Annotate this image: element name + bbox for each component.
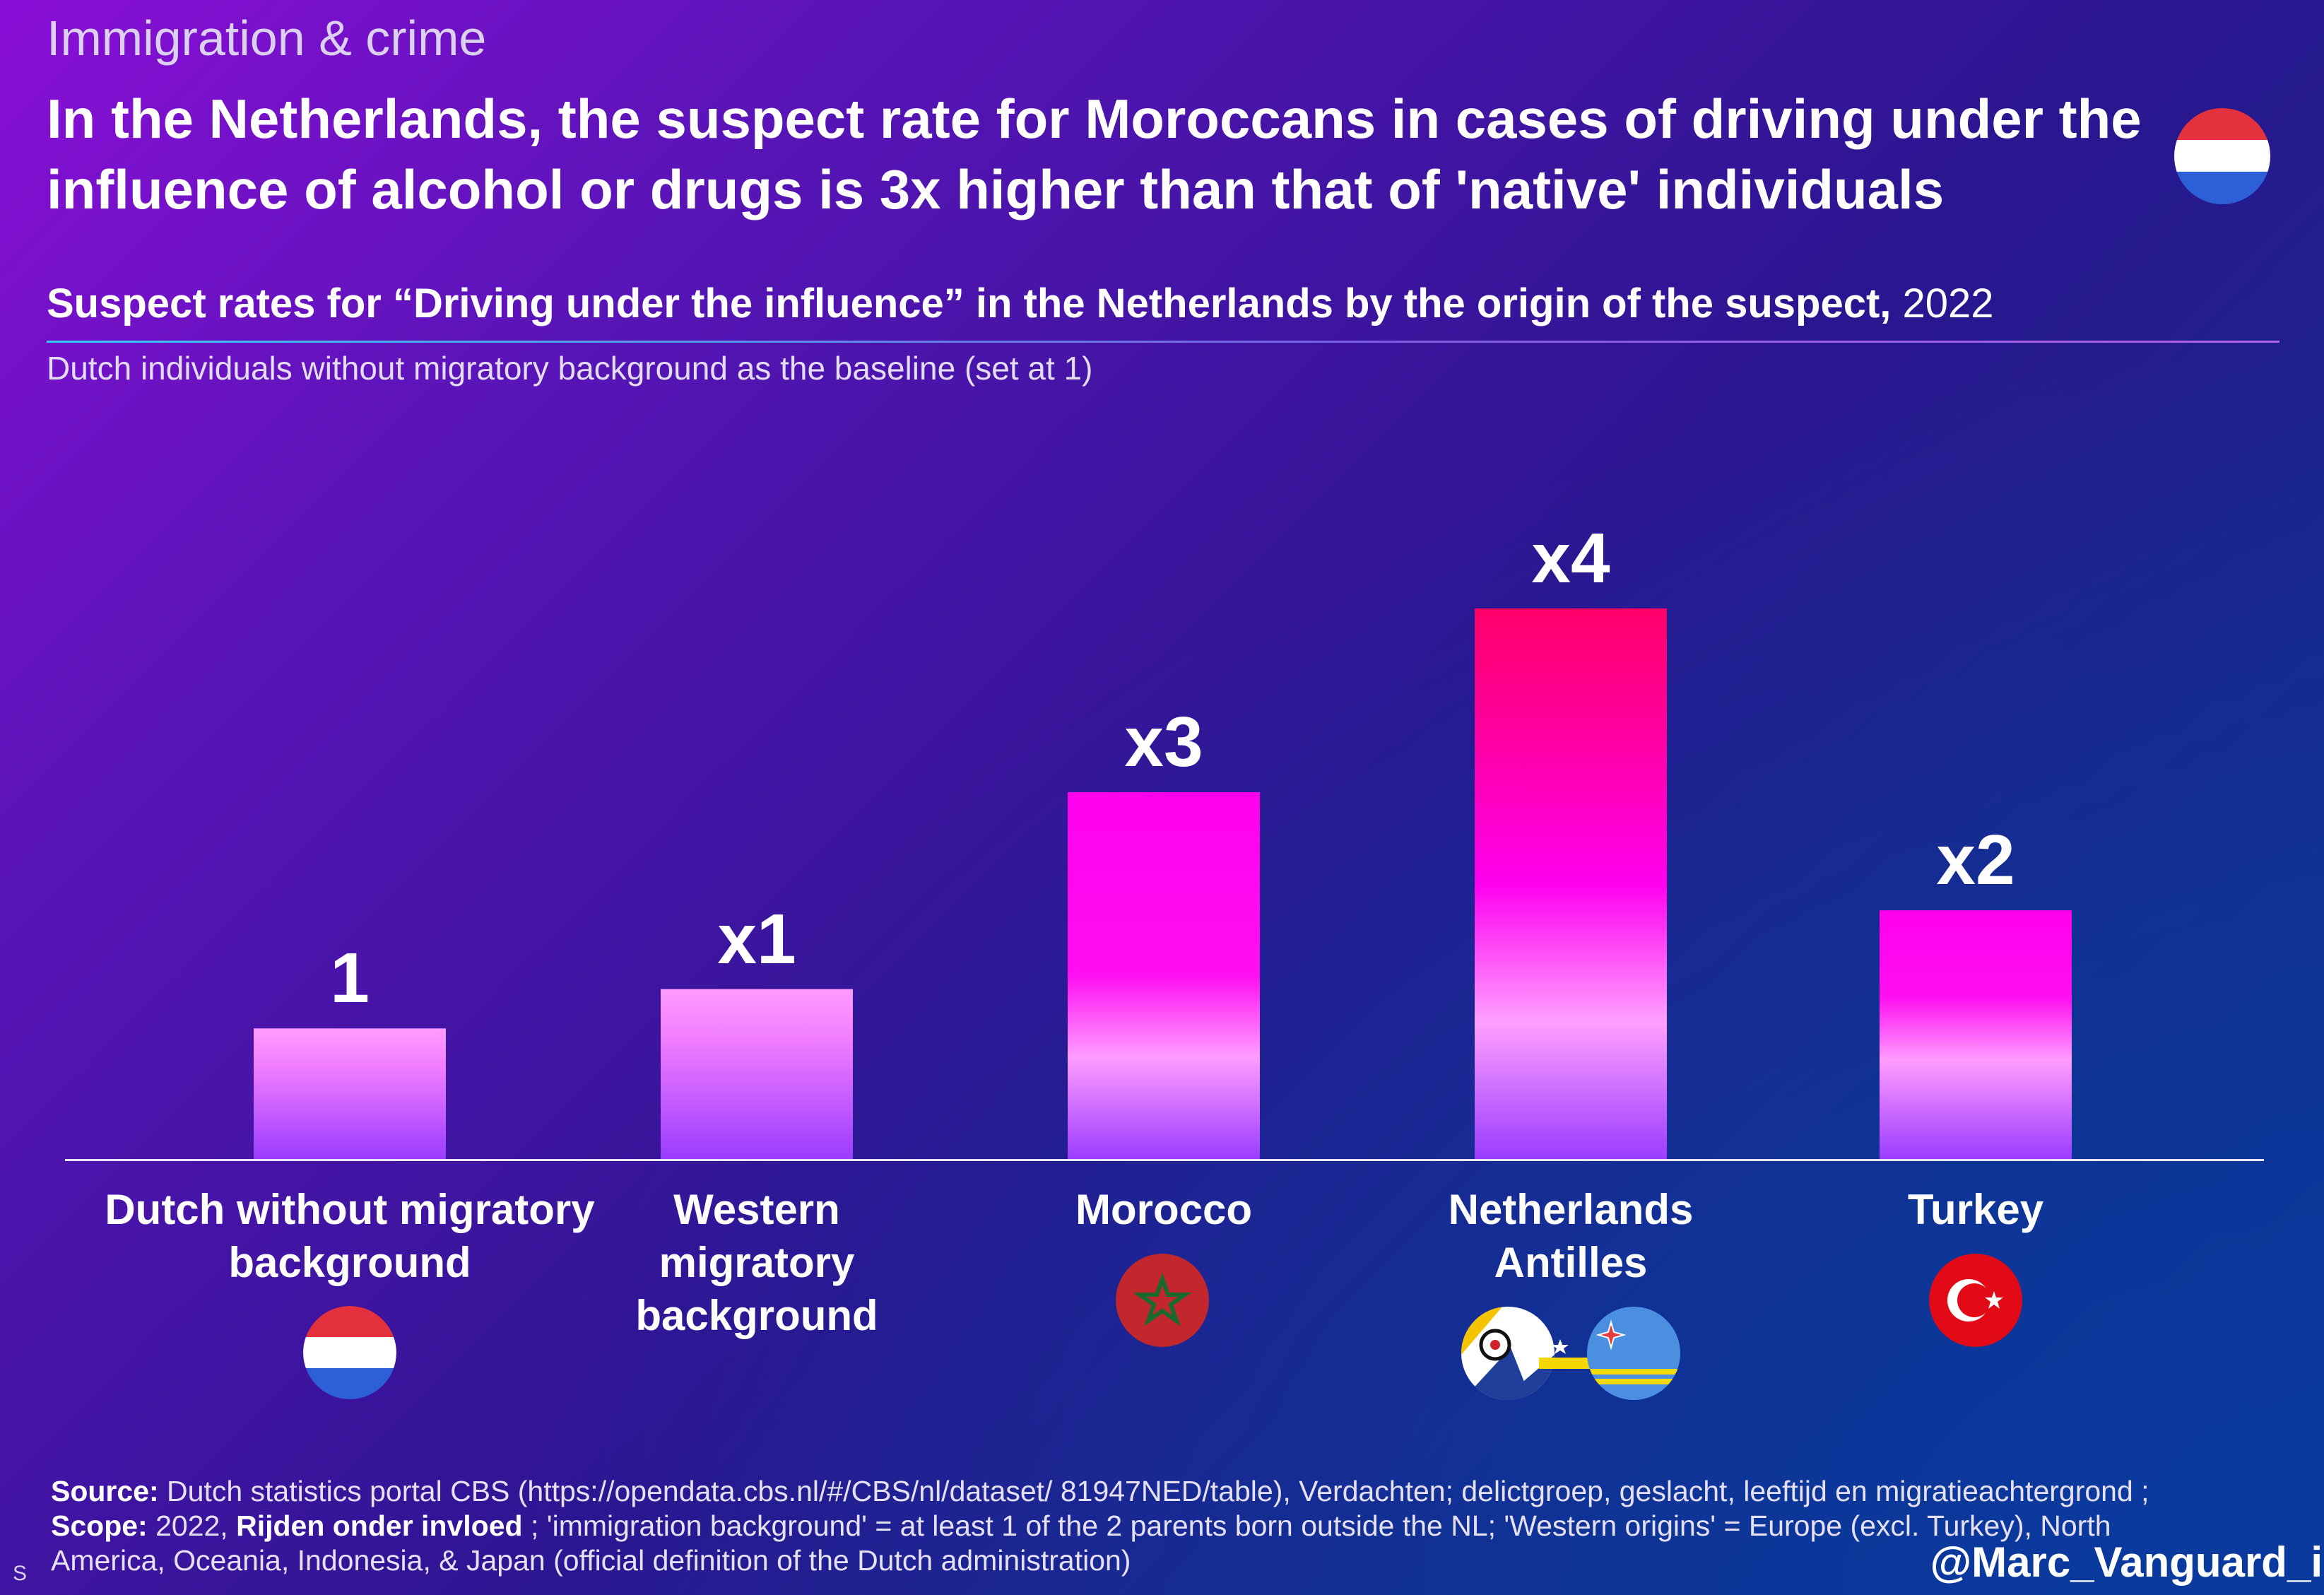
bar-0 bbox=[254, 1028, 446, 1160]
bar-1 bbox=[661, 989, 853, 1160]
netherlands-flag-icon bbox=[303, 1306, 396, 1399]
bonaire-curacao-aruba-flags-icon bbox=[1461, 1307, 1680, 1400]
scope-label: Scope: bbox=[51, 1509, 148, 1542]
bar-value-label: x4 bbox=[1531, 519, 1610, 598]
bar-3 bbox=[1475, 608, 1667, 1160]
chart-title: Suspect rates for “Driving under the inf… bbox=[47, 280, 1994, 327]
x-axis-baseline bbox=[65, 1159, 2264, 1161]
category-label: Dutch without migratory background bbox=[105, 1186, 595, 1286]
category-label: Morocco bbox=[1075, 1186, 1253, 1233]
bar-value-label: x1 bbox=[717, 899, 796, 979]
bar-value-label: x2 bbox=[1936, 820, 2015, 900]
scope-text: 2022, bbox=[147, 1509, 237, 1542]
title-divider bbox=[47, 341, 2279, 343]
morocco-flag-icon bbox=[1116, 1254, 1209, 1347]
scope-bold: Rijden onder invloed bbox=[236, 1509, 523, 1542]
page-title: In the Netherlands, the suspect rate for… bbox=[47, 88, 2142, 220]
kicker: Immigration & crime bbox=[47, 11, 487, 66]
turkey-flag-icon bbox=[1929, 1254, 2022, 1347]
scope-rest: ; 'immigration background' = at least 1 … bbox=[51, 1509, 2111, 1577]
chart-subtitle: Dutch individuals without migratory back… bbox=[47, 350, 1093, 387]
category-label: Netherlands Antilles bbox=[1448, 1186, 1694, 1286]
chart-title-year: 2022 bbox=[1902, 281, 1994, 326]
source-note: Source: Dutch statistics portal CBS (htt… bbox=[51, 1474, 2213, 1578]
source-text: Dutch statistics portal CBS (https://ope… bbox=[158, 1475, 2149, 1507]
bar-value-label: 1 bbox=[330, 938, 370, 1018]
chart-title-text: Suspect rates for “Driving under the inf… bbox=[47, 281, 1892, 326]
corner-mark: S bbox=[13, 1562, 28, 1585]
category-label: Turkey bbox=[1907, 1186, 2044, 1233]
bar-4 bbox=[1880, 910, 2072, 1160]
netherlands-flag-icon bbox=[2174, 108, 2270, 204]
bar-2 bbox=[1068, 792, 1260, 1160]
bar-value-label: x3 bbox=[1124, 702, 1203, 782]
author-handle: @Marc_Vanguard_i bbox=[1930, 1538, 2323, 1586]
source-label: Source: bbox=[51, 1475, 159, 1507]
category-label: Western migratory background bbox=[635, 1186, 878, 1339]
